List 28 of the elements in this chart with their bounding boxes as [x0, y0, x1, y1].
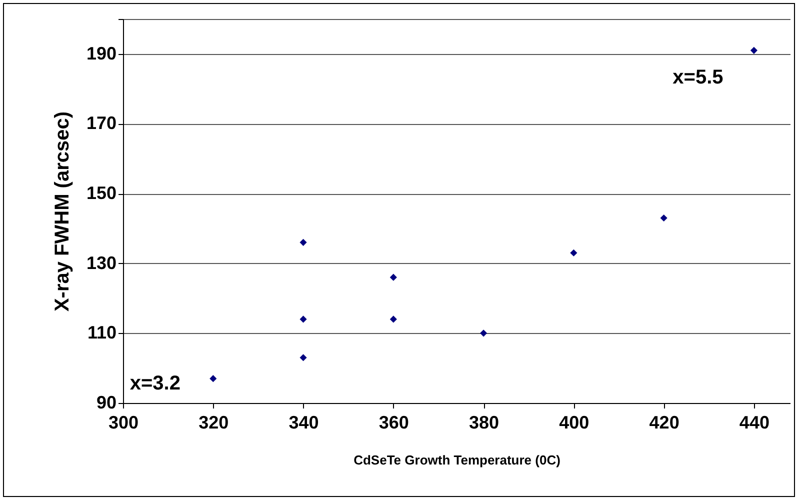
point [750, 46, 758, 54]
y-axis-title: X-ray FWHM (arcsec) [51, 111, 74, 312]
point [390, 274, 397, 281]
y-tick-label: 130 [86, 252, 116, 273]
annotation: x=5.5 [672, 66, 724, 88]
x-tick-label: 320 [198, 412, 229, 432]
point [390, 316, 397, 323]
y-tick-label: 90 [96, 392, 116, 412]
x-axis-title: CdSeTe Growth Temperature (0C) [354, 452, 560, 468]
y-tick-label: 110 [87, 322, 116, 343]
x-tick-label: 400 [559, 412, 590, 432]
point [210, 375, 217, 382]
y-tick-label: 150 [86, 183, 116, 204]
point [660, 214, 668, 222]
y-tick-label: 190 [86, 43, 116, 64]
annotation: x=3.2 [130, 372, 180, 395]
x-tick-label: 340 [288, 412, 319, 432]
x-tick-label: 440 [739, 412, 770, 432]
x-tick-label: 360 [378, 412, 409, 432]
y-tick-label: 170 [86, 113, 116, 134]
point [300, 238, 307, 246]
point [300, 316, 307, 323]
point [570, 249, 578, 256]
point [300, 354, 307, 362]
x-tick-label: 300 [108, 412, 139, 432]
point [480, 330, 488, 337]
x-tick-label: 380 [469, 412, 500, 432]
x-tick-label: 420 [649, 412, 680, 432]
